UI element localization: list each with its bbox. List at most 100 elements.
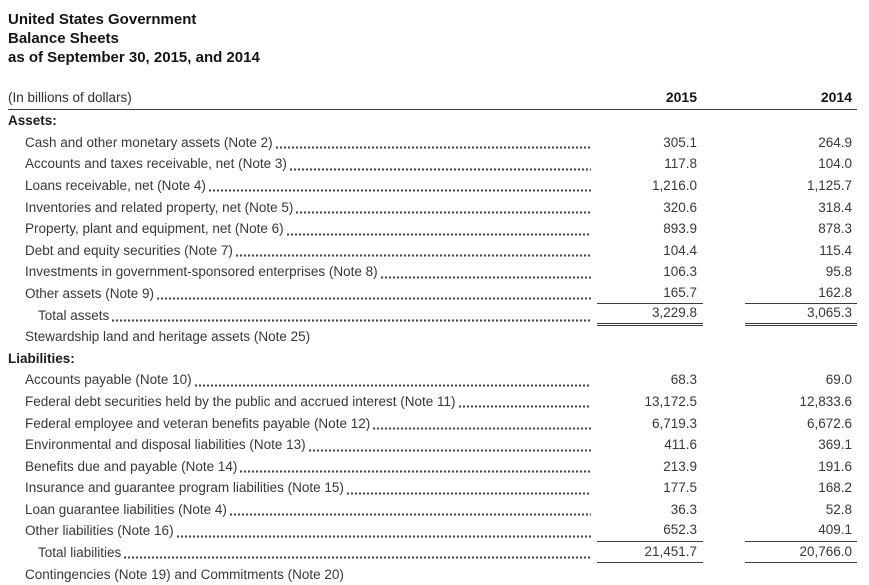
row-label: Cash and other monetary assets (Note 2) bbox=[25, 134, 273, 150]
unit-label: (In billions of dollars) bbox=[8, 90, 132, 105]
value-2015: 652.3 bbox=[597, 519, 703, 542]
value-2015: 213.9 bbox=[663, 458, 697, 474]
table-row-loan-guarantee: Loan guarantee liabilities (Note 4) 36.3… bbox=[8, 499, 857, 521]
dot-leader bbox=[296, 210, 591, 214]
row-label: Federal debt securities held by the publ… bbox=[25, 393, 456, 409]
year-header-2014: 2014 bbox=[820, 89, 852, 105]
row-label: Accounts and taxes receivable, net (Note… bbox=[25, 156, 287, 172]
table-row-inventories: Inventories and related property, net (N… bbox=[8, 196, 857, 218]
table-row-contingencies: Contingencies (Note 19) and Commitments … bbox=[8, 563, 857, 585]
table-row-stewardship: Stewardship land and heritage assets (No… bbox=[8, 326, 857, 348]
value-2015: 165.7 bbox=[597, 282, 703, 305]
table-row-other-liabilities: Other liabilities (Note 16) 652.3 409.1 bbox=[8, 520, 857, 542]
value-2014: 162.8 bbox=[745, 282, 857, 305]
year-header-2015: 2015 bbox=[665, 89, 697, 105]
value-2014: 12,833.6 bbox=[799, 393, 852, 409]
table-row-loans-receivable: Loans receivable, net (Note 4) 1,216.0 1… bbox=[8, 175, 857, 197]
dot-leader bbox=[380, 275, 591, 279]
dot-leader bbox=[346, 491, 591, 495]
row-label: Accounts payable (Note 10) bbox=[25, 372, 192, 388]
value-2014: 6,672.6 bbox=[806, 415, 852, 431]
report-title-line-1: United States Government bbox=[8, 11, 197, 28]
dot-leader bbox=[373, 426, 591, 430]
table-row-benefits-due: Benefits due and payable (Note 14) 213.9… bbox=[8, 456, 857, 478]
table-row-cash: Cash and other monetary assets (Note 2) … bbox=[8, 132, 857, 154]
table-row-accounts-receivable: Accounts and taxes receivable, net (Note… bbox=[8, 153, 857, 175]
dot-leader bbox=[112, 318, 591, 322]
table-row-total-assets: Total assets 3,229.8 3,065.3 bbox=[8, 304, 857, 326]
dot-leader bbox=[176, 534, 591, 538]
table-row-insurance-guarantee: Insurance and guarantee program liabilit… bbox=[8, 477, 857, 499]
value-2014: 168.2 bbox=[818, 480, 852, 496]
value-2015: 68.3 bbox=[670, 372, 697, 388]
row-label: Property, plant and equipment, net (Note… bbox=[25, 221, 284, 237]
value-2014: 115.4 bbox=[819, 242, 852, 258]
row-label: Other liabilities (Note 16) bbox=[25, 523, 174, 539]
dot-leader bbox=[286, 232, 591, 236]
dot-leader bbox=[240, 470, 591, 474]
value-2014: 20,766.0 bbox=[745, 541, 857, 564]
row-label: Loan guarantee liabilities (Note 4) bbox=[25, 501, 227, 517]
row-label: Total assets bbox=[38, 307, 110, 323]
row-label: Investments in government-sponsored ente… bbox=[25, 264, 378, 280]
dot-leader bbox=[208, 189, 591, 193]
value-2015: 177.5 bbox=[663, 480, 697, 496]
table-row-federal-debt-securities: Federal debt securities held by the publ… bbox=[8, 391, 857, 413]
row-label: Stewardship land and heritage assets (No… bbox=[25, 329, 311, 345]
report-title: United States Government Balance Sheets … bbox=[8, 10, 857, 67]
value-2015: 3,229.8 bbox=[597, 302, 703, 326]
value-2014: 95.8 bbox=[825, 264, 852, 280]
value-2015: 6,719.3 bbox=[651, 415, 697, 431]
row-label: Benefits due and payable (Note 14) bbox=[25, 458, 238, 474]
value-2015: 1,216.0 bbox=[651, 177, 697, 193]
value-2015: 104.4 bbox=[663, 242, 697, 258]
dot-leader bbox=[194, 383, 591, 387]
section-heading-label: Liabilities: bbox=[8, 350, 75, 366]
dot-leader bbox=[124, 556, 591, 560]
row-label: Contingencies (Note 19) and Commitments … bbox=[25, 566, 344, 582]
dot-leader bbox=[157, 297, 591, 301]
value-2014: 1,125.7 bbox=[806, 177, 852, 193]
row-label: Loans receivable, net (Note 4) bbox=[25, 177, 206, 193]
dot-leader bbox=[229, 513, 591, 517]
value-2014: 409.1 bbox=[745, 519, 857, 542]
row-label: Federal employee and veteran benefits pa… bbox=[25, 415, 371, 431]
column-header-row: (In billions of dollars) 2015 2014 bbox=[8, 89, 857, 110]
value-2015: 411.6 bbox=[664, 437, 697, 453]
value-2015: 36.3 bbox=[670, 501, 697, 517]
value-2014: 52.8 bbox=[825, 501, 852, 517]
row-label: Environmental and disposal liabilities (… bbox=[25, 437, 306, 453]
dot-leader bbox=[275, 146, 591, 150]
row-label: Debt and equity securities (Note 7) bbox=[25, 242, 233, 258]
dot-leader bbox=[235, 254, 591, 258]
section-heading-assets: Assets: bbox=[8, 110, 857, 132]
dot-leader bbox=[289, 167, 591, 171]
table-row-total-liabilities: Total liabilities 21,451.7 20,766.0 bbox=[8, 542, 857, 564]
table-row-debt-equity-securities: Debt and equity securities (Note 7) 104.… bbox=[8, 240, 857, 262]
report-title-line-3: as of September 30, 2015, and 2014 bbox=[8, 49, 260, 66]
table-row-accounts-payable: Accounts payable (Note 10) 68.3 69.0 bbox=[8, 369, 857, 391]
value-2014: 264.9 bbox=[818, 134, 852, 150]
value-2014: 878.3 bbox=[818, 221, 852, 237]
value-2014: 69.0 bbox=[825, 372, 852, 388]
value-2014: 104.0 bbox=[818, 156, 852, 172]
row-label: Insurance and guarantee program liabilit… bbox=[25, 480, 344, 496]
value-2014: 369.1 bbox=[818, 437, 852, 453]
table-row-employee-veteran-benefits: Federal employee and veteran benefits pa… bbox=[8, 412, 857, 434]
value-2014: 191.6 bbox=[818, 458, 852, 474]
dot-leader bbox=[458, 405, 591, 409]
value-2015: 305.1 bbox=[663, 134, 697, 150]
table-row-other-assets: Other assets (Note 9) 165.7 162.8 bbox=[8, 283, 857, 305]
value-2014: 318.4 bbox=[818, 199, 852, 215]
value-2015: 21,451.7 bbox=[597, 541, 703, 564]
report-title-line-2: Balance Sheets bbox=[8, 30, 119, 47]
value-2015: 893.9 bbox=[663, 221, 697, 237]
row-label: Inventories and related property, net (N… bbox=[25, 199, 294, 215]
value-2015: 117.8 bbox=[664, 156, 697, 172]
section-heading-liabilities: Liabilities: bbox=[8, 348, 857, 370]
dot-leader bbox=[308, 448, 591, 452]
row-label: Other assets (Note 9) bbox=[25, 285, 155, 301]
table-row-gse-investments: Investments in government-sponsored ente… bbox=[8, 261, 857, 283]
row-label: Total liabilities bbox=[38, 545, 122, 561]
